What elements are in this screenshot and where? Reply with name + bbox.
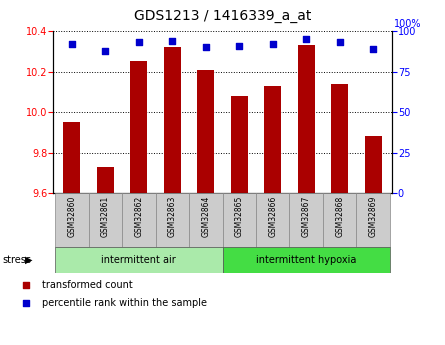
Bar — [222, 193, 256, 247]
Bar — [256, 193, 289, 247]
Text: percentile rank within the sample: percentile rank within the sample — [42, 298, 207, 308]
Bar — [323, 193, 356, 247]
Point — [22, 282, 29, 288]
Point — [303, 37, 310, 42]
Text: GSM32869: GSM32869 — [369, 196, 378, 237]
Text: ▶: ▶ — [24, 255, 32, 265]
Bar — [130, 61, 147, 193]
Text: stress: stress — [2, 255, 31, 265]
Bar — [189, 193, 222, 247]
Point — [169, 38, 176, 43]
Bar — [231, 96, 247, 193]
Text: GSM32860: GSM32860 — [67, 196, 76, 237]
Bar — [298, 45, 315, 193]
Text: GSM32868: GSM32868 — [335, 196, 344, 237]
Text: GSM32864: GSM32864 — [201, 196, 210, 237]
Point — [236, 43, 243, 48]
Point — [22, 300, 29, 306]
Point — [68, 41, 75, 47]
Point — [135, 40, 142, 45]
Text: GSM32865: GSM32865 — [235, 196, 244, 237]
Bar — [97, 167, 113, 193]
Point — [202, 45, 209, 50]
Point — [102, 48, 109, 53]
Bar — [365, 136, 381, 193]
Text: intermittent air: intermittent air — [101, 255, 176, 265]
Bar — [156, 193, 189, 247]
Bar — [332, 84, 348, 193]
Point — [370, 46, 377, 52]
Text: GSM32861: GSM32861 — [101, 196, 110, 237]
Point — [269, 41, 276, 47]
Bar — [89, 193, 122, 247]
Point — [336, 40, 343, 45]
Bar — [356, 193, 390, 247]
Bar — [55, 247, 222, 273]
Bar — [122, 193, 156, 247]
Text: GSM32862: GSM32862 — [134, 196, 143, 237]
Bar — [289, 193, 323, 247]
Bar — [164, 47, 181, 193]
Bar — [198, 70, 214, 193]
Text: GSM32866: GSM32866 — [268, 196, 277, 237]
Text: intermittent hypoxia: intermittent hypoxia — [256, 255, 356, 265]
Text: 100%: 100% — [394, 19, 421, 29]
Bar — [222, 247, 390, 273]
Text: GSM32863: GSM32863 — [168, 196, 177, 237]
Text: GDS1213 / 1416339_a_at: GDS1213 / 1416339_a_at — [134, 9, 311, 23]
Bar — [55, 193, 89, 247]
Text: GSM32867: GSM32867 — [302, 196, 311, 237]
Bar — [264, 86, 281, 193]
Bar — [64, 122, 80, 193]
Text: transformed count: transformed count — [42, 280, 133, 290]
